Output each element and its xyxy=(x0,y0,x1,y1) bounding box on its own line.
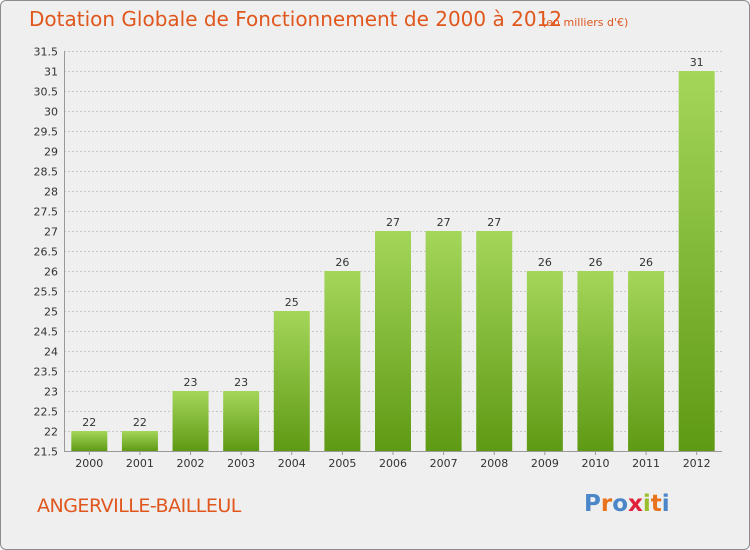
proxiti-logo[interactable]: Proxiti xyxy=(584,491,670,517)
bar-value-label: 26 xyxy=(538,256,552,269)
y-tick-label: 26 xyxy=(44,266,58,279)
bar xyxy=(476,231,513,451)
bar-value-label: 25 xyxy=(285,296,299,309)
logo-letter: o xyxy=(612,491,629,517)
y-tick-label: 31.5 xyxy=(34,46,59,59)
bar xyxy=(172,391,209,451)
bar xyxy=(628,271,665,451)
y-tick-label: 25 xyxy=(44,306,58,319)
logo-letter: r xyxy=(600,491,613,517)
logo-letter: i xyxy=(661,491,670,517)
logo-letter: x xyxy=(628,491,643,517)
y-tick-label: 23.5 xyxy=(34,366,59,379)
bar xyxy=(577,271,614,451)
bar xyxy=(678,71,715,451)
bar-value-label: 22 xyxy=(133,416,147,429)
x-tick-label: 2002 xyxy=(177,457,205,470)
bar-value-label: 26 xyxy=(639,256,653,269)
logo-letter: t xyxy=(650,491,662,517)
y-tick-label: 24.5 xyxy=(34,326,59,339)
y-tick-label: 28 xyxy=(44,186,58,199)
bar xyxy=(425,231,462,451)
bar xyxy=(375,231,411,451)
y-tick-label: 27.5 xyxy=(34,206,59,219)
x-tick-label: 2012 xyxy=(683,457,711,470)
bar xyxy=(223,391,260,451)
x-tick-label: 2004 xyxy=(278,457,306,470)
x-tick-label: 2010 xyxy=(581,457,609,470)
x-tick-label: 2005 xyxy=(328,457,356,470)
bar xyxy=(324,271,361,451)
bar-value-label: 27 xyxy=(487,216,501,229)
bar-value-label: 23 xyxy=(184,376,198,389)
bar-value-label: 27 xyxy=(437,216,451,229)
x-tick-label: 2000 xyxy=(75,457,103,470)
x-tick-label: 2006 xyxy=(379,457,407,470)
x-tick-label: 2008 xyxy=(480,457,508,470)
y-tick-label: 29.5 xyxy=(34,126,59,139)
logo-letter: P xyxy=(584,491,601,517)
x-tick-label: 2003 xyxy=(227,457,255,470)
bar xyxy=(526,271,563,451)
bar-value-label: 22 xyxy=(82,416,96,429)
bar-value-label: 26 xyxy=(588,256,602,269)
y-tick-label: 29 xyxy=(44,146,58,159)
bar xyxy=(121,431,158,451)
x-tick-label: 2001 xyxy=(126,457,154,470)
y-tick-label: 25.5 xyxy=(34,286,59,299)
x-tick-label: 2009 xyxy=(531,457,559,470)
y-tick-label: 31 xyxy=(44,66,58,79)
y-tick-label: 30.5 xyxy=(34,86,59,99)
bar-value-label: 31 xyxy=(690,56,704,69)
chart-title: Dotation Globale de Fonctionnement de 20… xyxy=(29,7,562,31)
bar-value-label: 27 xyxy=(386,216,400,229)
x-tick-label: 2011 xyxy=(632,457,660,470)
bar-value-label: 23 xyxy=(234,376,248,389)
y-tick-label: 22 xyxy=(44,426,58,439)
bar xyxy=(273,311,310,451)
y-tick-label: 22.5 xyxy=(34,406,59,419)
bar-value-label: 26 xyxy=(335,256,349,269)
y-tick-label: 21.5 xyxy=(34,446,59,459)
chart-subtitle: (en milliers d'€) xyxy=(542,16,629,29)
logo-letter: i xyxy=(642,491,651,517)
town-name: ANGERVILLE-BAILLEUL xyxy=(37,495,241,517)
y-tick-label: 27 xyxy=(44,226,58,239)
y-tick-label: 23 xyxy=(44,386,58,399)
y-tick-label: 28.5 xyxy=(34,166,59,179)
y-tick-label: 30 xyxy=(44,106,58,119)
y-tick-label: 24 xyxy=(44,346,58,359)
y-tick-label: 26.5 xyxy=(34,246,59,259)
x-tick-label: 2007 xyxy=(430,457,458,470)
bar xyxy=(71,431,108,451)
